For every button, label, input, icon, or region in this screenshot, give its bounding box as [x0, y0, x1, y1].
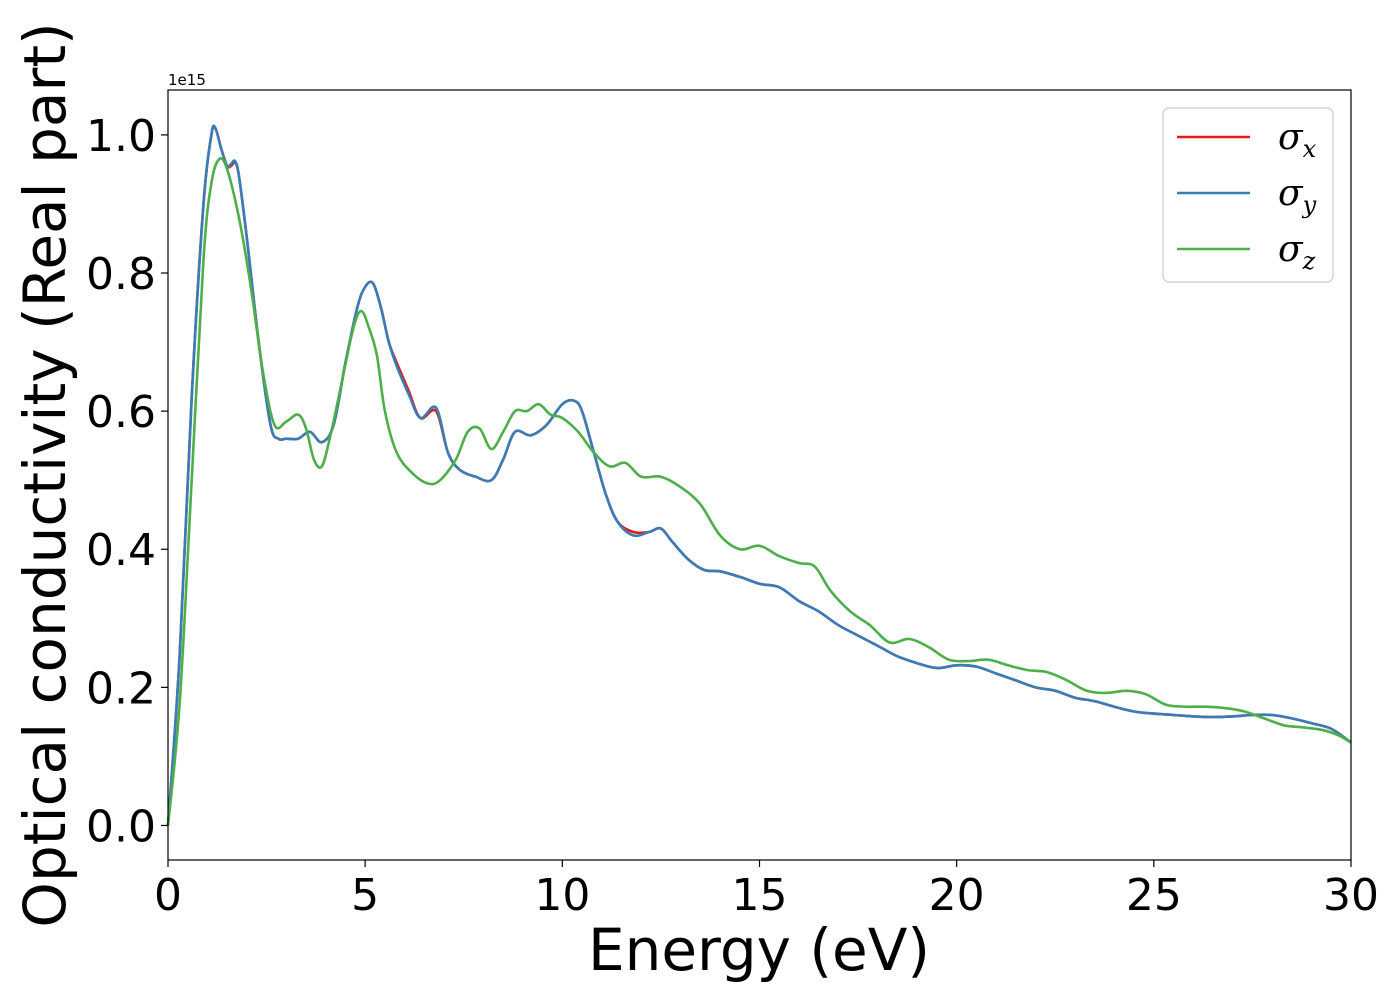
- y-axis-label: Optical conductivity (Real part): [11, 22, 79, 927]
- x-axis-ticks: 0 5 10 15 20 25 30: [154, 860, 1379, 921]
- x-tick-label: 15: [732, 870, 788, 921]
- y-tick-label: 0.4: [86, 525, 156, 576]
- y-tick-label: 1.0: [86, 111, 156, 162]
- legend-label-z: σz: [1278, 229, 1316, 275]
- x-tick-label: 5: [351, 870, 379, 921]
- y-tick-label: 0.6: [86, 387, 156, 438]
- y-tick-label: 0.2: [86, 663, 156, 714]
- x-tick-label: 20: [929, 870, 985, 921]
- legend: σx σy σz: [1162, 107, 1334, 283]
- series-line-z: [166, 157, 1352, 826]
- y-tick-label: 0.0: [86, 801, 156, 852]
- legend-frame: [1162, 107, 1334, 283]
- series-lines: [166, 124, 1352, 826]
- legend-label-x: σx: [1278, 117, 1317, 163]
- x-tick-label: 30: [1323, 870, 1379, 921]
- y-tick-label: 0.8: [86, 249, 156, 300]
- x-tick-label: 25: [1126, 870, 1182, 921]
- x-tick-label: 0: [154, 870, 182, 921]
- legend-label-y: σy: [1278, 173, 1317, 219]
- x-tick-label: 10: [534, 870, 590, 921]
- y-offset-text: 1e15: [168, 71, 206, 89]
- y-axis-ticks: 0.0 0.2 0.4 0.6 0.8 1.0: [86, 111, 168, 852]
- x-axis-label: Energy (eV): [588, 916, 930, 984]
